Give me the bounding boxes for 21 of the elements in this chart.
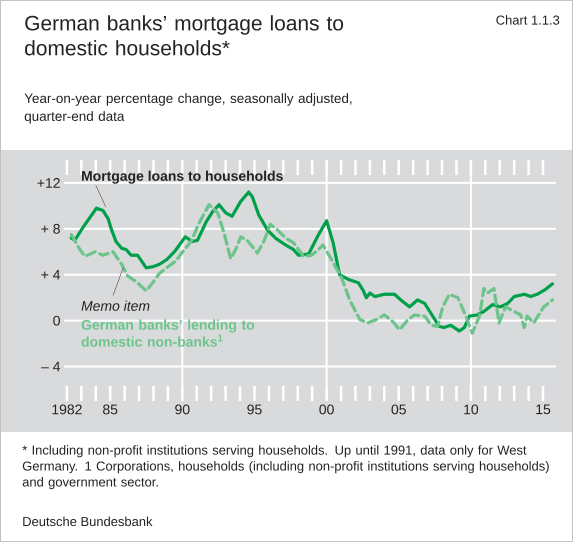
y-tick-label: + 8 xyxy=(41,224,60,234)
x-tick-label: 10 xyxy=(464,404,478,414)
y-tick-label: – 4 xyxy=(41,362,60,372)
x-tick-label: 15 xyxy=(536,404,550,414)
annotation: Memo item xyxy=(82,300,150,311)
y-tick-label: +12 xyxy=(38,178,60,188)
x-tick-label: 90 xyxy=(175,404,190,414)
text: Deutsche Bundesbank xyxy=(23,516,153,526)
text: * Including non-profit institutions serving households. Up until 1991, data only for West Germany. 1 Corporations, households (including non-profit institutions serving households) and government sector. xyxy=(22,445,549,490)
x-tick-label: 00 xyxy=(319,404,334,414)
x-tick-label: 05 xyxy=(392,404,406,414)
x-tick-label: 85 xyxy=(103,404,118,414)
text: Mortgage loans to households xyxy=(82,170,283,184)
chart-title: German banks’ mortgage loans to domestic households* xyxy=(25,15,344,56)
chart-subtitle: Year-on-year percentage change, seasonally adjusted, quarter-end data xyxy=(24,93,352,124)
caption: Chart 1.1.3 xyxy=(496,15,560,25)
y-tick-label: + 4 xyxy=(41,270,60,280)
y-tick-label: 0 xyxy=(53,316,60,326)
x-tick-label: 1982 xyxy=(52,404,82,414)
x-tick-label: 95 xyxy=(247,404,262,414)
text: German banks’ lending to domestic non-banks$^{1}$ xyxy=(82,320,254,347)
